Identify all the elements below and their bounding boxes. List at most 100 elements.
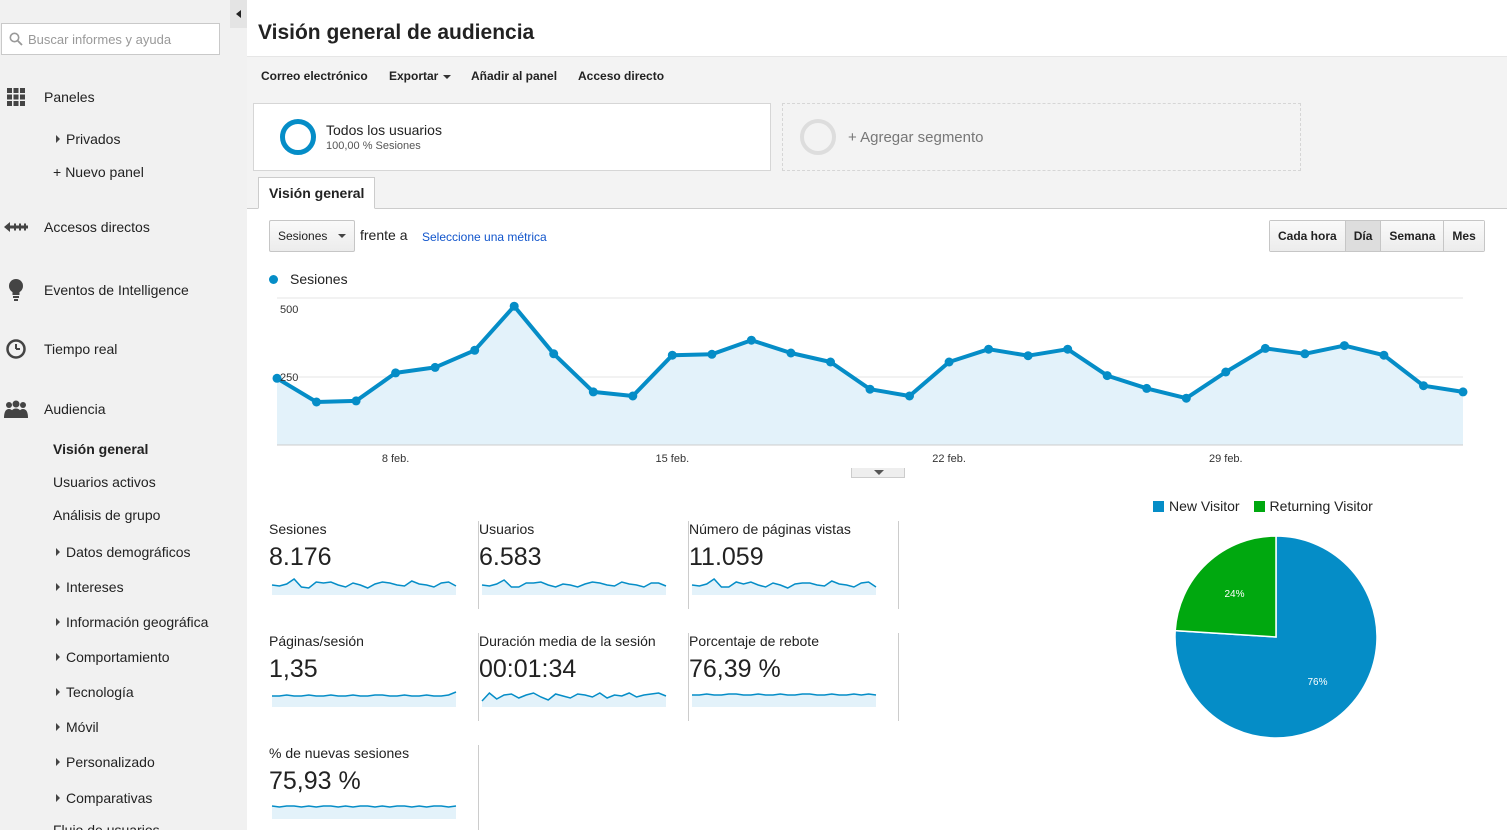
- data-point[interactable]: [1102, 371, 1112, 381]
- add-to-dashboard-button[interactable]: Añadir al panel: [471, 69, 558, 83]
- data-point[interactable]: [1142, 383, 1152, 393]
- metric-label: Duración media de la sesión: [479, 633, 656, 649]
- sidebar-item-shortcuts[interactable]: Accesos directos: [0, 219, 150, 235]
- chevron-down-icon: [874, 470, 884, 475]
- data-point[interactable]: [667, 350, 677, 360]
- sparkline-area: [482, 580, 666, 595]
- expand-triangle-icon: [56, 723, 60, 731]
- data-point[interactable]: [1379, 350, 1389, 360]
- data-point[interactable]: [826, 357, 835, 367]
- metric-card[interactable]: Porcentaje de rebote 76,39 %: [689, 633, 899, 721]
- sidebar-item-demographics[interactable]: Datos demográficos: [56, 544, 191, 560]
- metric-value: 76,39 %: [689, 655, 781, 683]
- export-button[interactable]: Exportar: [389, 69, 452, 83]
- sidebar-item-mobile[interactable]: Móvil: [56, 719, 99, 735]
- sparkline: [481, 691, 667, 707]
- x-tick-label: 15 feb.: [656, 453, 690, 465]
- data-point[interactable]: [746, 335, 756, 345]
- data-point[interactable]: [470, 345, 480, 355]
- sparkline-area: [482, 693, 666, 707]
- export-label: Exportar: [389, 69, 439, 83]
- data-point[interactable]: [1181, 393, 1191, 403]
- granularity-day-button[interactable]: Día: [1344, 221, 1381, 251]
- sidebar-item-label: Personalizado: [66, 754, 155, 770]
- data-point[interactable]: [628, 391, 638, 401]
- data-point[interactable]: [865, 384, 875, 394]
- data-point[interactable]: [1023, 351, 1033, 361]
- email-button[interactable]: Correo electrónico: [261, 69, 368, 83]
- data-point[interactable]: [1300, 349, 1310, 359]
- sidebar-item-dashboards[interactable]: Paneles: [0, 88, 95, 106]
- search-box[interactable]: [1, 23, 220, 55]
- metric-card[interactable]: Usuarios 6.583: [479, 521, 689, 609]
- caret-down-icon: [338, 234, 346, 238]
- sidebar-item-private[interactable]: Privados: [56, 131, 120, 147]
- data-point[interactable]: [786, 348, 796, 358]
- sidebar-item-audience[interactable]: Audiencia: [0, 400, 106, 418]
- sparkline-line: [271, 805, 457, 808]
- metric-card[interactable]: Duración media de la sesión 00:01:34: [479, 633, 689, 721]
- collapse-sidebar-button[interactable]: [230, 0, 247, 28]
- sidebar-item-cohort[interactable]: Análisis de grupo: [53, 507, 160, 523]
- data-point[interactable]: [1260, 343, 1270, 353]
- data-point[interactable]: [1221, 367, 1231, 377]
- data-point[interactable]: [351, 396, 361, 406]
- metric-card[interactable]: Páginas/sesión 1,35: [269, 633, 479, 721]
- data-point[interactable]: [1063, 344, 1073, 354]
- data-point[interactable]: [1419, 381, 1428, 391]
- metric-label: Páginas/sesión: [269, 633, 364, 649]
- sidebar-item-technology[interactable]: Tecnología: [56, 684, 134, 700]
- metric-label: % de nuevas sesiones: [269, 745, 410, 761]
- sidebar-item-overview[interactable]: Visión general: [53, 441, 148, 457]
- sidebar-item-intelligence[interactable]: Eventos de Intelligence: [0, 279, 189, 301]
- data-point[interactable]: [984, 344, 994, 354]
- data-point[interactable]: [944, 357, 954, 367]
- data-point[interactable]: [1458, 387, 1468, 397]
- sidebar-item-label: Audiencia: [44, 401, 106, 417]
- sidebar-item-geo[interactable]: Información geográfica: [56, 614, 208, 630]
- metric-card[interactable]: Sesiones 8.176: [269, 521, 479, 609]
- segment-all-users[interactable]: Todos los usuarios 100,00 % Sesiones: [253, 103, 771, 171]
- granularity-toggle: Cada hora Día Semana Mes: [1269, 220, 1485, 252]
- data-point[interactable]: [707, 349, 717, 359]
- data-point[interactable]: [430, 362, 440, 372]
- add-segment-button[interactable]: + Agregar segmento: [782, 103, 1301, 171]
- x-tick-label: 29 feb.: [1209, 453, 1243, 465]
- sidebar-item-label: Tiempo real: [44, 341, 118, 357]
- sidebar-item-new-dashboard[interactable]: + Nuevo panel: [53, 164, 144, 180]
- sparkline-line: [271, 578, 457, 589]
- sidebar-item-label: Eventos de Intelligence: [44, 282, 189, 298]
- metric-card[interactable]: % de nuevas sesiones 75,93 %: [269, 745, 479, 830]
- sidebar-item-label: Análisis de grupo: [53, 507, 161, 523]
- sidebar-item-custom[interactable]: Personalizado: [56, 754, 155, 770]
- data-point[interactable]: [391, 368, 401, 378]
- sidebar-item-behavior[interactable]: Comportamiento: [56, 649, 170, 665]
- metric-value: 8.176: [269, 543, 332, 571]
- metric-dropdown[interactable]: Sesiones: [269, 220, 355, 252]
- sidebar-item-label: Paneles: [44, 89, 95, 105]
- data-point[interactable]: [905, 391, 914, 401]
- chart-expand-handle[interactable]: [851, 468, 905, 478]
- sidebar-item-realtime[interactable]: Tiempo real: [0, 339, 117, 359]
- data-point[interactable]: [1339, 341, 1349, 351]
- tab-overview[interactable]: Visión general: [258, 177, 376, 209]
- select-metric-link[interactable]: Seleccione una métrica: [422, 230, 547, 244]
- granularity-month-button[interactable]: Mes: [1443, 221, 1484, 251]
- sidebar-item-interests[interactable]: Intereses: [56, 579, 124, 595]
- data-point[interactable]: [588, 387, 598, 397]
- sidebar-item-users-flow[interactable]: Flujo de usuarios: [53, 822, 160, 830]
- sidebar-item-benchmarking[interactable]: Comparativas: [56, 790, 152, 806]
- data-point[interactable]: [509, 301, 519, 311]
- pie-slice[interactable]: [1174, 535, 1277, 638]
- metric-label: Sesiones: [269, 521, 327, 537]
- expand-triangle-icon: [56, 794, 60, 802]
- sidebar-item-active-users[interactable]: Usuarios activos: [53, 474, 156, 490]
- data-point[interactable]: [312, 397, 321, 407]
- granularity-week-button[interactable]: Semana: [1380, 221, 1444, 251]
- search-input[interactable]: [28, 31, 218, 47]
- metric-card[interactable]: Número de páginas vistas 11.059: [689, 521, 899, 609]
- data-point[interactable]: [549, 349, 559, 359]
- shortcut-button[interactable]: Acceso directo: [578, 69, 665, 83]
- granularity-hourly-button[interactable]: Cada hora: [1270, 221, 1345, 251]
- data-point[interactable]: [272, 373, 282, 383]
